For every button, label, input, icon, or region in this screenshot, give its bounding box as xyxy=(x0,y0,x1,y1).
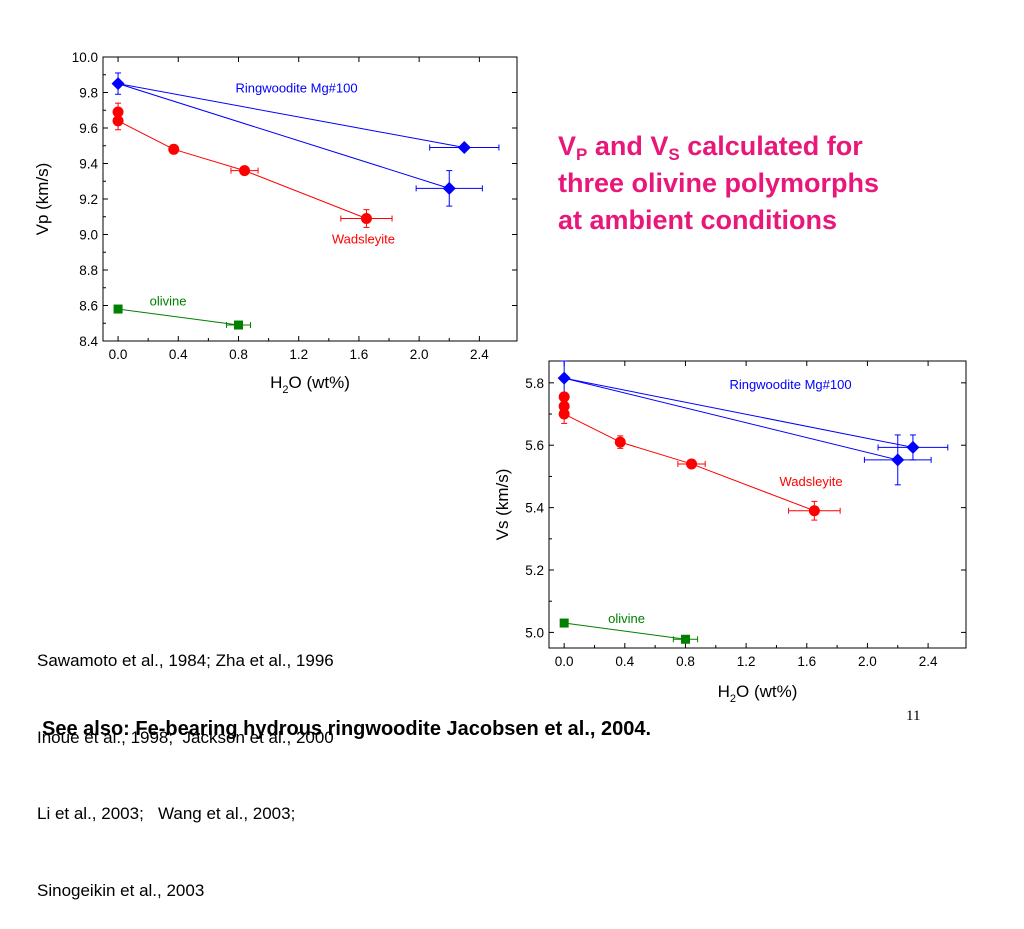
vs-y-tick-label: 5.0 xyxy=(525,625,544,640)
vs-series-wadsleyite: Wadsleyite xyxy=(558,391,843,521)
vs-wadsleyite-label: Wadsleyite xyxy=(779,474,842,489)
vs-x-tick-label: 2.4 xyxy=(919,654,938,669)
vs-wadsleyite-line xyxy=(620,441,692,465)
vp-olivine-point xyxy=(233,320,243,330)
title-p-subscript: P xyxy=(576,145,588,164)
vp-olivine-point xyxy=(113,304,123,314)
title-line3: at ambient conditions xyxy=(558,205,838,235)
vp-wadsleyite-point xyxy=(112,115,124,127)
charts-canvas: 0.0 0.4 0.8 1.2 1.6 2.0 2.4 8.4 8.6 8.8 9.0 9.2 9.4 9… xyxy=(33,50,967,705)
vs-ringwoodite-mg-100-line xyxy=(564,377,898,461)
vp-ringwoodite-mg-100-point xyxy=(442,181,456,195)
vp-y-axis-label: Vp (km/s) xyxy=(33,163,52,236)
vs-olivine-label: olivine xyxy=(608,611,645,626)
vs-wadsleyite-point xyxy=(558,400,570,412)
vs-x-tick-label: 0.8 xyxy=(676,654,695,669)
title-v: V xyxy=(558,131,577,161)
vp-wadsleyite-point xyxy=(360,213,372,225)
vs-wadsleyite-point xyxy=(686,458,698,470)
vs-ringwoodite-mg-100-point xyxy=(906,440,920,454)
title-rest-line1: calculated for xyxy=(679,131,863,161)
vs-x-tick-label: 0.4 xyxy=(615,654,634,669)
reference-line: Inoue et al., 1998; Jackson et al., 2000 xyxy=(37,727,334,747)
vs-x-tick-label: 2.0 xyxy=(858,654,877,669)
vp-ringwoodite-mg-100-point xyxy=(457,141,471,155)
vp-y-tick-label: 8.8 xyxy=(79,263,98,278)
vs-wadsleyite-line xyxy=(563,413,621,443)
vp-x-axis-label: H2O (wt%) xyxy=(270,373,350,396)
vs-ringwoodite-mg-100-line xyxy=(564,377,914,448)
vs-plot-frame xyxy=(548,360,967,649)
title-line2: three olivine polymorphs xyxy=(558,168,880,198)
vp-x-tick-label: 2.0 xyxy=(410,347,429,362)
vs-ringwoodite-mg-100-point xyxy=(557,371,571,385)
vs-wadsleyite-point xyxy=(808,505,820,517)
vp-x-tick-label: 1.6 xyxy=(350,347,369,362)
vp-y-tick-label: 8.4 xyxy=(79,334,98,349)
vs-y-tick-label: 5.2 xyxy=(525,563,544,578)
vp-x-tick-label: 1.2 xyxy=(289,347,308,362)
vp-wadsleyite-line xyxy=(117,120,174,150)
vs-olivine-point xyxy=(680,634,690,644)
vp-y-tick-label: 10.0 xyxy=(72,50,98,65)
title-s-subscript: S xyxy=(668,145,680,164)
vp-wadsleyite-point xyxy=(168,143,180,155)
title-and-v: and V xyxy=(587,131,669,161)
vp-x-tick-label: 0.4 xyxy=(169,347,188,362)
vp-y-tick-label: 8.6 xyxy=(79,299,98,314)
vp-y-tick-label: 9.2 xyxy=(79,192,98,207)
vp-wadsleyite-line xyxy=(173,148,245,172)
vp-wadsleyite-point xyxy=(112,106,124,118)
vs-y-axis-label: Vs (km/s) xyxy=(493,469,512,541)
vp-ringwoodite-mg-100-point xyxy=(111,77,125,91)
vp-series-ringwoodite-mg-100: Ringwoodite Mg#100 xyxy=(111,72,500,207)
references: Sawamoto et al., 1984; Zha et al., 1996 … xyxy=(37,597,334,929)
vp-olivine-line xyxy=(117,308,239,326)
vp-y-tick-label: 9.8 xyxy=(79,86,98,101)
footer-note: See also: Fe-bearing hydrous ringwoodite… xyxy=(42,718,652,740)
slide-title: VP and VS calculated for three olivine po… xyxy=(558,128,998,239)
vs-wadsleyite-point xyxy=(614,436,626,448)
vs-x-tick-label: 1.6 xyxy=(797,654,816,669)
vp-y-tick-label: 9.4 xyxy=(79,157,98,172)
vp-wadsleyite-label: Wadsleyite xyxy=(332,231,395,246)
vs-chart: 0.0 0.4 0.8 1.2 1.6 2.0 2.4 5.0 5.2 5.4 5.6 5.8 Vs (… xyxy=(493,360,967,705)
vs-wadsleyite-point xyxy=(558,408,570,420)
vp-y-tick-label: 9.6 xyxy=(79,121,98,136)
vp-series-wadsleyite: Wadsleyite xyxy=(112,102,395,246)
vp-ringwoodite-mg-100-label: Ringwoodite Mg#100 xyxy=(235,81,357,96)
vs-x-axis-label: H2O (wt%) xyxy=(718,682,798,705)
vs-ringwoodite-mg-100-label: Ringwoodite Mg#100 xyxy=(729,377,851,392)
vs-x-tick-label: 1.2 xyxy=(737,654,756,669)
vp-series-olivine: olivine xyxy=(113,294,252,330)
reference-line: Li et al., 2003; Wang et al., 2003; xyxy=(37,804,296,823)
vs-wadsleyite-point xyxy=(558,391,570,403)
vs-ringwoodite-mg-100-point xyxy=(891,453,905,467)
vs-wadsleyite-line xyxy=(691,463,815,512)
vs-series-olivine: olivine xyxy=(559,611,699,644)
slide-number: 11 xyxy=(906,708,921,724)
vp-ringwoodite-mg-100-line xyxy=(117,83,465,149)
vs-y-tick-label: 5.6 xyxy=(525,438,544,453)
vp-ringwoodite-mg-100-line xyxy=(117,83,450,189)
vs-y-tick-label: 5.4 xyxy=(525,501,544,516)
vp-wadsleyite-line xyxy=(244,170,367,219)
reference-line: Sawamoto et al., 1984; Zha et al., 1996 xyxy=(37,651,334,670)
vp-chart: 0.0 0.4 0.8 1.2 1.6 2.0 2.4 8.4 8.6 8.8 9.0 9.2 9.4 9… xyxy=(33,50,518,396)
vs-y-tick-label: 5.8 xyxy=(525,376,544,391)
reference-line: Sinogeikin et al., 2003 xyxy=(37,880,205,900)
vs-series-ringwoodite-mg-100: Ringwoodite Mg#100 xyxy=(557,360,949,486)
vp-x-tick-label: 0.0 xyxy=(109,347,128,362)
vs-x-tick-label: 0.0 xyxy=(555,654,574,669)
vp-x-tick-label: 0.8 xyxy=(229,347,248,362)
vs-olivine-line xyxy=(564,622,686,640)
vp-x-tick-label: 2.4 xyxy=(470,347,489,362)
vp-olivine-label: olivine xyxy=(150,294,187,309)
vp-wadsleyite-point xyxy=(239,165,251,177)
vs-olivine-point xyxy=(559,618,569,628)
vp-y-tick-label: 9.0 xyxy=(79,228,98,243)
